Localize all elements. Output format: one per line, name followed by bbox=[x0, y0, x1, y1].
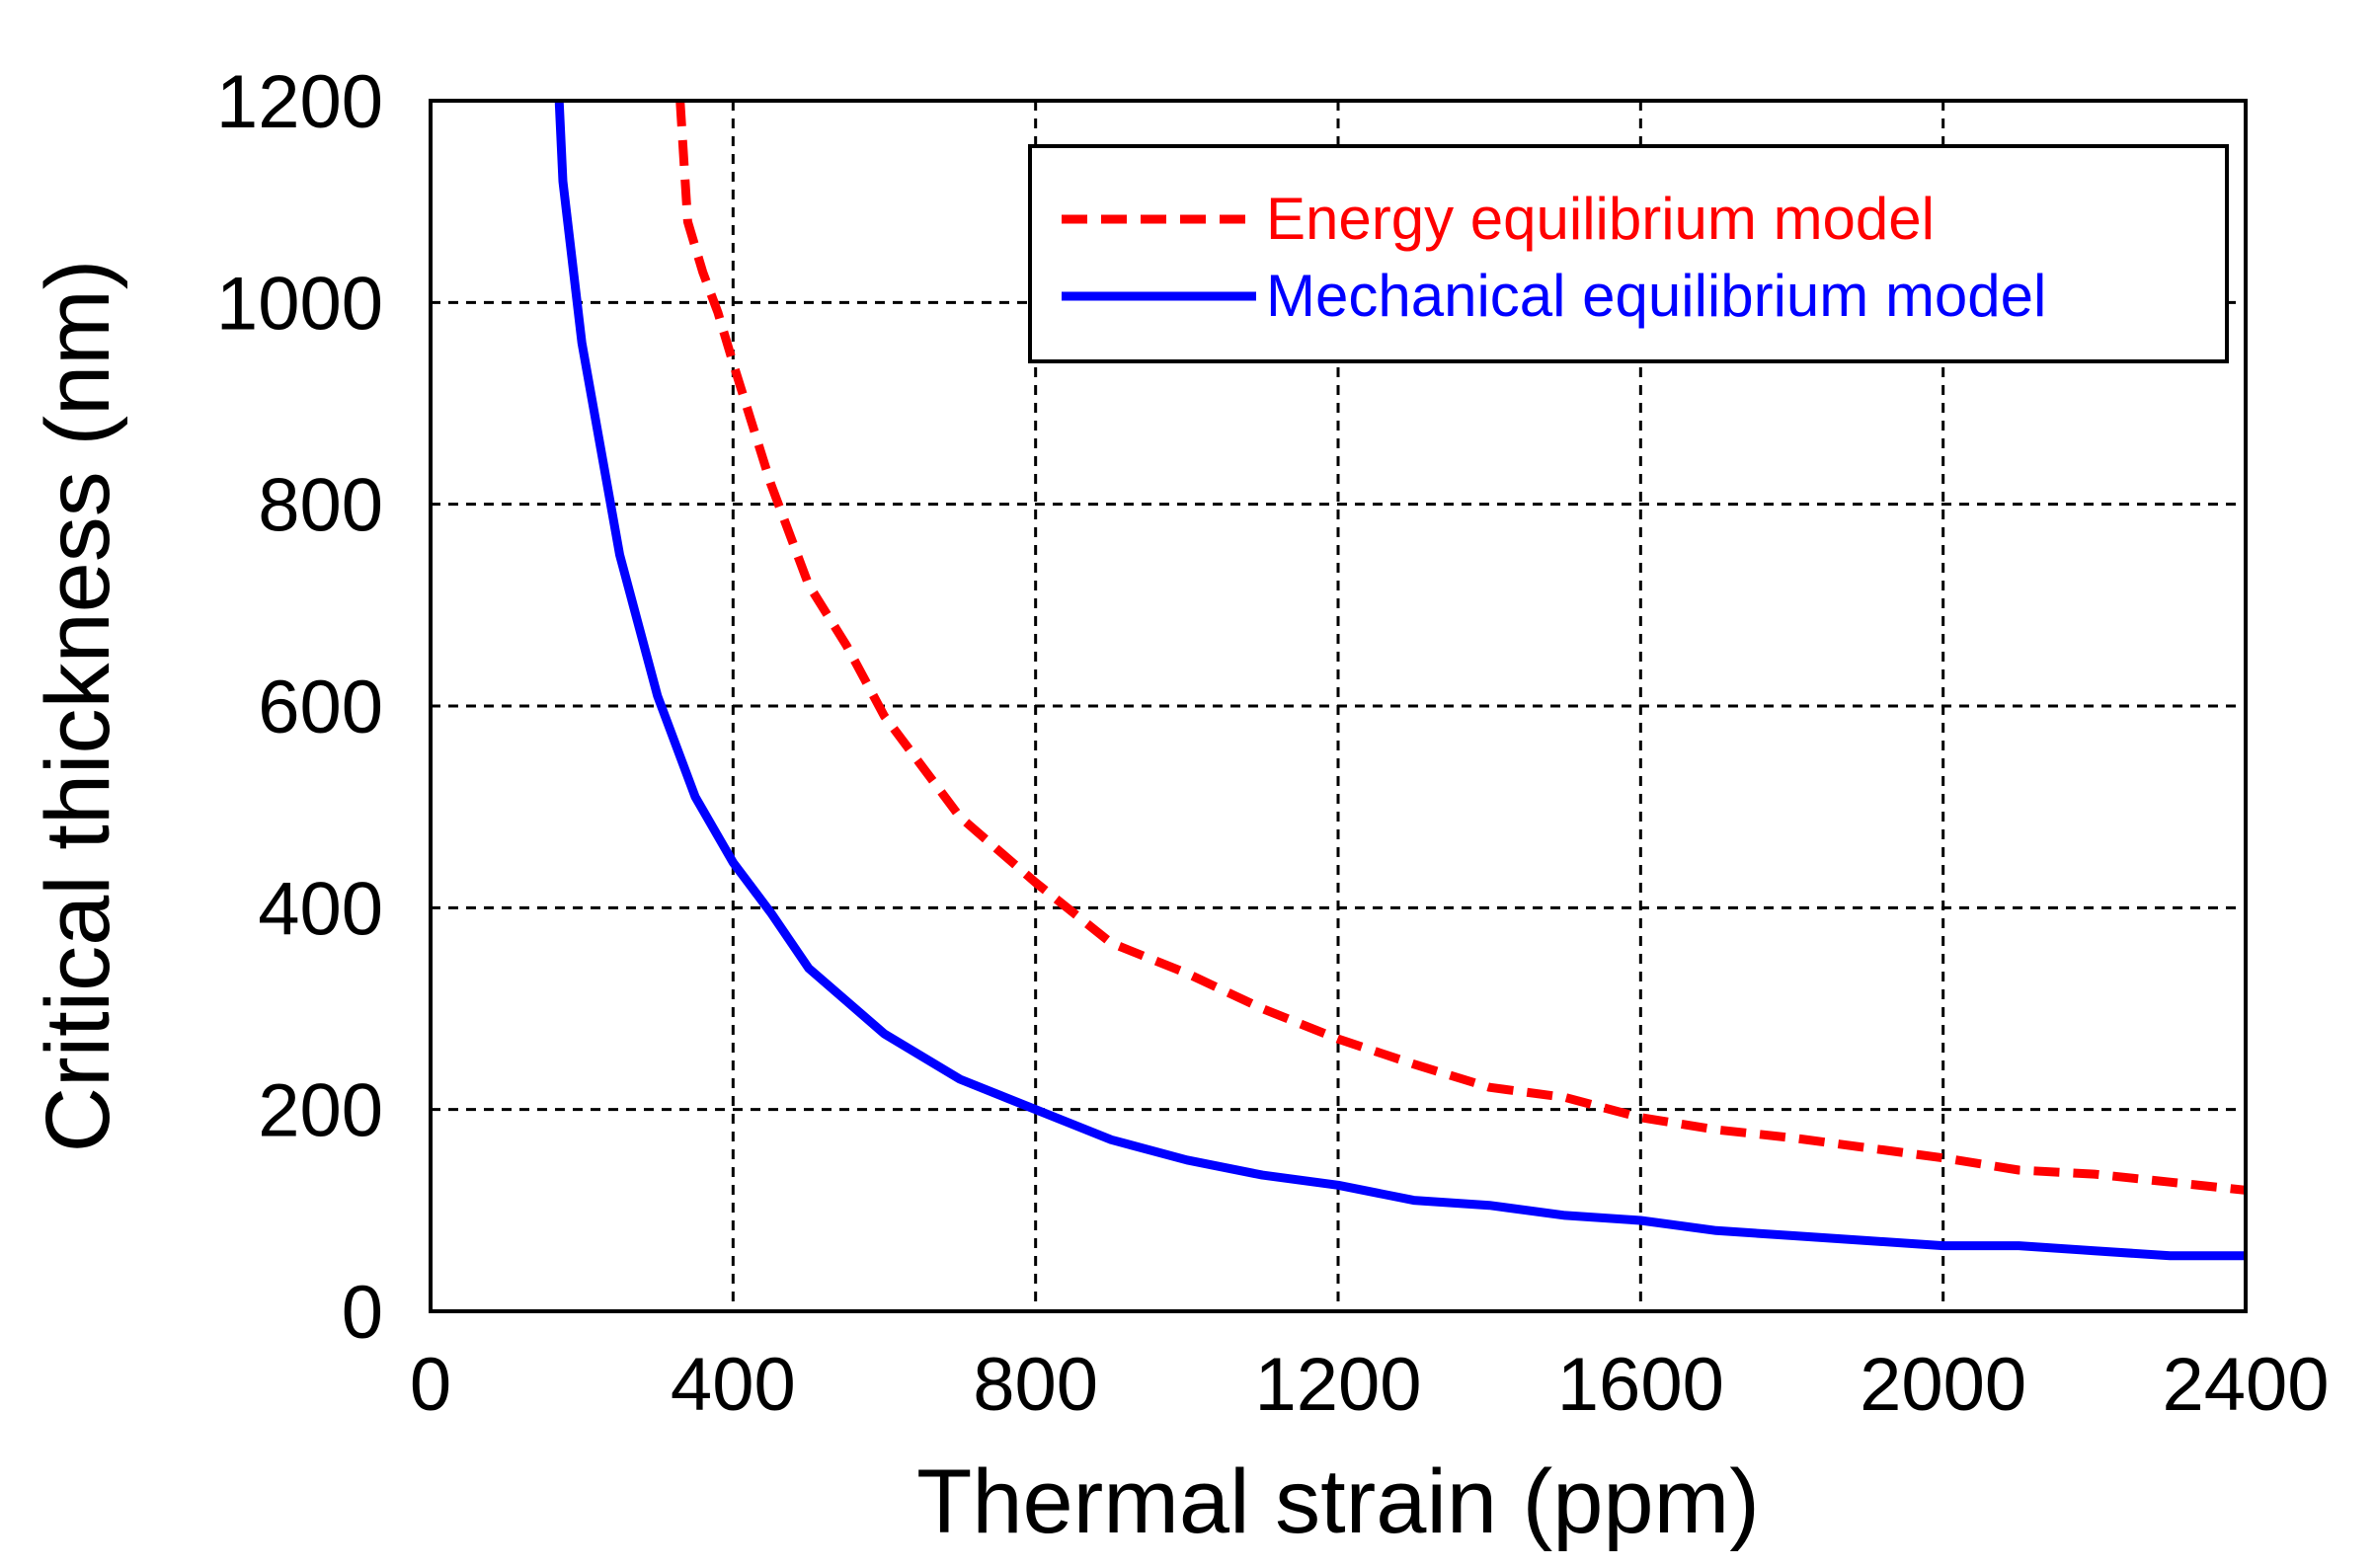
y-tick-label: 800 bbox=[258, 464, 383, 548]
x-tick-label: 800 bbox=[973, 1343, 1098, 1427]
x-tick-label: 1600 bbox=[1557, 1343, 1724, 1427]
legend-label-energy: Energy equilibrium model bbox=[1266, 186, 1935, 252]
x-tick-label: 400 bbox=[671, 1343, 796, 1427]
legend-box bbox=[1028, 144, 2229, 363]
x-axis-title: Thermal strain (ppm) bbox=[916, 1451, 1760, 1552]
tick-labels: 0 400 800 1200 1600 2000 2400 0 200 400 600 800 1000… bbox=[216, 60, 2330, 1427]
y-axis-title: Critical thickness (nm) bbox=[28, 260, 128, 1153]
y-tick-label: 400 bbox=[258, 867, 383, 951]
legend: Energy equilibrium model Mechanical equi… bbox=[1028, 144, 2229, 363]
x-tick-label: 0 bbox=[410, 1343, 451, 1427]
series-line-mechanical bbox=[554, 100, 2246, 1261]
plot-frame bbox=[429, 99, 2248, 1313]
y-tick-label: 0 bbox=[342, 1271, 383, 1355]
series-line-energy bbox=[675, 100, 2247, 1195]
y-tick-label: 1200 bbox=[216, 60, 383, 144]
y-tick-label: 1000 bbox=[216, 262, 383, 346]
y-tick-label: 200 bbox=[258, 1069, 383, 1153]
plot-series bbox=[554, 100, 2247, 1261]
x-tick-label: 1200 bbox=[1254, 1343, 1421, 1427]
legend-label-mechanical: Mechanical equilibrium model bbox=[1266, 263, 2046, 329]
x-tick-label: 2400 bbox=[2162, 1343, 2329, 1427]
y-tick-label: 600 bbox=[258, 666, 383, 749]
x-tick-label: 2000 bbox=[1860, 1343, 2026, 1427]
